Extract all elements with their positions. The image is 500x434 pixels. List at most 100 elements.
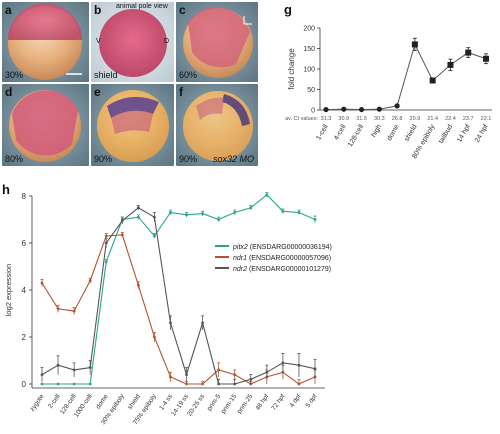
ct-value: 31.5 [356, 116, 367, 122]
series-line-ndr2 [41, 207, 316, 385]
legend-entry: pitx2 (ENSDARG00000036194) [232, 244, 332, 251]
panel-letter: b [94, 3, 102, 17]
data-point [358, 106, 365, 113]
data-point [153, 215, 156, 219]
data-point [169, 375, 172, 379]
series-line-ndr1 [41, 234, 316, 385]
ct-value: 22.1 [481, 116, 492, 122]
panel-e: e 90% [91, 84, 174, 166]
embryo-image-d [2, 84, 89, 166]
data-point [376, 106, 382, 112]
data-point [56, 382, 60, 386]
data-point [249, 377, 253, 381]
x-tick-label: 1-cell [315, 123, 330, 141]
data-point [233, 382, 237, 386]
y-tick-label: 8 [22, 192, 27, 201]
data-point [153, 234, 156, 238]
panel-f: f 90% sox32 MO [176, 84, 258, 166]
data-point [233, 373, 237, 376]
x-tick-label: prim-5 [206, 393, 223, 412]
stage-caption: shield [94, 70, 118, 80]
data-point [88, 382, 92, 386]
ct-value: 22.4 [445, 116, 456, 122]
x-tick-label: tailbud [438, 123, 454, 144]
stage-caption: 90% [94, 154, 113, 164]
data-point [394, 103, 400, 109]
data-point [169, 211, 172, 214]
data-point [323, 106, 329, 113]
data-point [201, 382, 204, 386]
data-point [297, 363, 301, 367]
x-tick-label: shield [127, 393, 143, 411]
data-point [136, 206, 140, 210]
ventral-mark: V [96, 38, 101, 45]
panel-letter: f [179, 85, 183, 99]
panel-letter-h: h [2, 182, 10, 197]
data-point [201, 212, 204, 216]
ct-value: 26.8 [392, 116, 403, 122]
embryo-image-e [91, 84, 174, 166]
panel-a: a 30% [2, 2, 89, 82]
ct-value: 31.3 [321, 116, 332, 122]
data-point [185, 373, 188, 376]
data-point [447, 61, 454, 68]
data-point [120, 219, 124, 223]
x-tick-label: high [370, 123, 383, 138]
x-tick-label: prim-25 [236, 393, 255, 415]
embryo-image-b [91, 2, 174, 82]
data-point [281, 370, 285, 374]
data-point [120, 233, 124, 237]
x-tick-label: 14 hpf [456, 123, 472, 143]
data-point [56, 307, 60, 311]
panel-d: d 80% [2, 84, 89, 166]
data-point [281, 361, 285, 365]
data-point [297, 211, 301, 214]
legend-entry: ndr1 (ENSDARG00000057096) [233, 255, 331, 262]
ct-value: 30.9 [338, 116, 349, 122]
data-point [153, 335, 156, 339]
data-point [217, 368, 221, 372]
x-tick-label: 72 hpf [270, 393, 286, 412]
y-tick-label: 0 [22, 380, 27, 389]
data-point [72, 309, 76, 313]
data-point [483, 55, 489, 62]
x-tick-label: 24 hpf [474, 123, 490, 143]
panel-letter: d [5, 85, 13, 99]
dorsal-mark: D [163, 38, 169, 45]
data-point [281, 209, 285, 213]
ct-value: 20.9 [410, 116, 421, 122]
y-tick-label: 0 [311, 108, 315, 115]
x-tick-label: 128-cell [347, 123, 366, 148]
stage-caption: 90% [179, 154, 198, 164]
panel-c: c 60% [176, 2, 258, 82]
data-point [465, 49, 472, 56]
ct-value: 23.7 [463, 116, 474, 122]
data-point [56, 363, 60, 367]
y-tick-label: 4 [22, 286, 27, 295]
x-tick-label: dome [386, 123, 401, 142]
y-tick-label: 50 [307, 87, 315, 94]
x-tick-label: 20-25 ss [186, 393, 206, 418]
y-axis-label: fold change [287, 48, 296, 90]
data-point [411, 41, 418, 48]
data-point [185, 213, 188, 217]
embryo-image-c [176, 2, 258, 82]
x-tick-label: 48 hpf [254, 393, 270, 412]
ct-label: av. Ct values: [285, 116, 318, 122]
data-point [72, 382, 76, 386]
data-point [104, 234, 108, 238]
data-point [429, 77, 436, 84]
x-tick-label: dome [95, 393, 110, 411]
data-point [217, 218, 221, 221]
x-tick-label: 1-4 ss [158, 393, 174, 412]
data-point [297, 382, 301, 386]
x-tick-label: 4 dpf [289, 393, 303, 409]
data-point [136, 215, 140, 219]
embryo-image-a [2, 2, 89, 82]
data-point [313, 218, 317, 221]
data-point [88, 279, 92, 282]
panel-letter: c [179, 3, 186, 17]
legend-entry: ndr2 (ENSDARG00000101279) [233, 266, 331, 273]
